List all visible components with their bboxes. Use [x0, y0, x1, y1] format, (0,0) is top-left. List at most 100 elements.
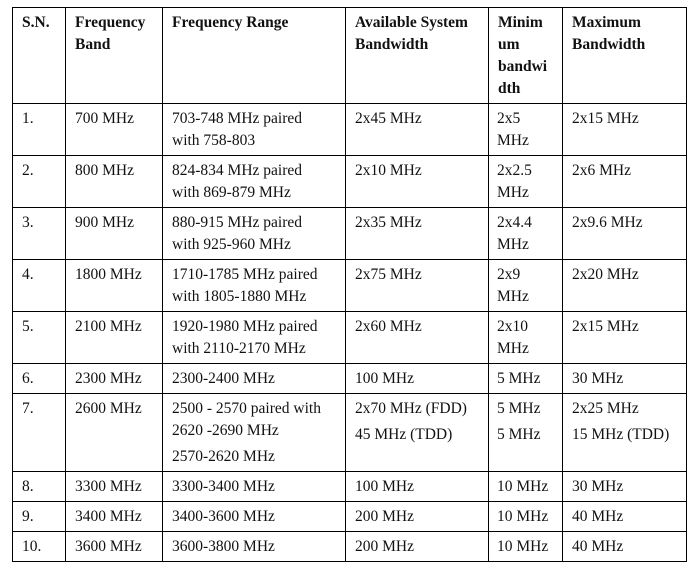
cell-range: 3400-3600 MHz — [162, 501, 346, 532]
cell-band: 2600 MHz — [65, 393, 163, 472]
cell-maximum: 2x25 MHz 15 MHz (TDD) — [562, 393, 687, 472]
header-available-line: Bandwidth — [355, 36, 429, 53]
cell-range: 2500 - 2570 paired with 2620 -2690 MHz 2… — [162, 393, 346, 472]
cell-range: 3300-3400 MHz — [162, 471, 346, 502]
table-row: 4. 1800 MHz 1710-1785 MHz paired with 18… — [12, 259, 687, 312]
cell-range-line: with 869-879 MHz — [172, 184, 291, 201]
cell-maximum: 2x20 MHz — [562, 259, 687, 312]
cell-band: 2300 MHz — [65, 363, 163, 394]
cell-range-line: 2500 - 2570 paired with — [172, 400, 321, 417]
cell-maximum: 40 MHz — [562, 501, 687, 532]
table-row: 5. 2100 MHz 1920-1980 MHz paired with 21… — [12, 311, 687, 364]
header-available-line: Available System — [355, 14, 468, 31]
header-minimum-line: bandwi — [498, 58, 548, 75]
cell-maximum: 30 MHz — [562, 363, 687, 394]
cell-sn: 7. — [12, 393, 66, 472]
cell-range-line: 824-834 MHz paired — [172, 162, 302, 179]
table-row: 9. 3400 MHz 3400-3600 MHz 200 MHz 10 MHz… — [12, 501, 687, 532]
header-band-line: Frequency — [75, 14, 146, 31]
cell-available-line: 2x70 MHz (FDD) — [355, 400, 467, 417]
cell-minimum-line: MHz — [497, 132, 529, 149]
table-row: 10. 3600 MHz 3600-3800 MHz 200 MHz 10 MH… — [12, 531, 687, 562]
cell-range: 824-834 MHz paired with 869-879 MHz — [162, 155, 346, 208]
header-minimum-line: Minim — [498, 14, 543, 31]
cell-minimum-line: 5 MHz — [497, 426, 541, 443]
header-available-bandwidth: Available System Bandwidth — [345, 7, 489, 104]
table-row: 1. 700 MHz 703-748 MHz paired with 758-8… — [12, 103, 687, 156]
cell-sn: 6. — [12, 363, 66, 394]
header-maximum-line: Maximum — [572, 14, 641, 31]
cell-minimum: 2x5 MHz — [488, 103, 563, 156]
table-row: 2. 800 MHz 824-834 MHz paired with 869-8… — [12, 155, 687, 208]
cell-sn: 5. — [12, 311, 66, 364]
cell-sn: 9. — [12, 501, 66, 532]
cell-available: 2x35 MHz — [345, 207, 489, 260]
table-row: 6. 2300 MHz 2300-2400 MHz 100 MHz 5 MHz … — [12, 363, 687, 394]
cell-band: 3600 MHz — [65, 531, 163, 562]
cell-available: 200 MHz — [345, 501, 489, 532]
cell-maximum: 2x6 MHz — [562, 155, 687, 208]
cell-minimum: 2x9 MHz — [488, 259, 563, 312]
header-minimum-line: dth — [498, 80, 521, 97]
cell-minimum-line: MHz — [497, 184, 529, 201]
cell-minimum-line: 5 MHz — [497, 400, 541, 417]
table-row: 7. 2600 MHz 2500 - 2570 paired with 2620… — [12, 393, 687, 472]
cell-band: 800 MHz — [65, 155, 163, 208]
cell-sn: 10. — [12, 531, 66, 562]
cell-range: 1710-1785 MHz paired with 1805-1880 MHz — [162, 259, 346, 312]
cell-range-line: 1710-1785 MHz paired — [172, 266, 318, 283]
header-range-text: Frequency Range — [172, 14, 289, 31]
cell-minimum: 5 MHz — [488, 363, 563, 394]
header-frequency-band: Frequency Band — [65, 7, 163, 104]
cell-range-line: with 2110-2170 MHz — [172, 340, 306, 357]
cell-minimum: 2x10 MHz — [488, 311, 563, 364]
cell-band: 3400 MHz — [65, 501, 163, 532]
cell-range-line: 1920-1980 MHz paired — [172, 318, 318, 335]
cell-maximum: 2x15 MHz — [562, 311, 687, 364]
cell-range: 3600-3800 MHz — [162, 531, 346, 562]
header-band-line: Band — [75, 36, 111, 53]
cell-sn: 1. — [12, 103, 66, 156]
header-maximum-line: Bandwidth — [572, 36, 646, 53]
table-row: 3. 900 MHz 880-915 MHz paired with 925-9… — [12, 207, 687, 260]
cell-available: 100 MHz — [345, 471, 489, 502]
cell-range-line: with 925-960 MHz — [172, 236, 291, 253]
cell-maximum-line: 2x25 MHz — [572, 400, 639, 417]
cell-available: 2x75 MHz — [345, 259, 489, 312]
cell-maximum-line: 15 MHz (TDD) — [572, 426, 670, 443]
cell-maximum: 2x9.6 MHz — [562, 207, 687, 260]
header-minimum-line: um — [498, 36, 520, 53]
cell-sn: 8. — [12, 471, 66, 502]
cell-sn: 3. — [12, 207, 66, 260]
cell-range: 1920-1980 MHz paired with 2110-2170 MHz — [162, 311, 346, 364]
cell-range: 2300-2400 MHz — [162, 363, 346, 394]
cell-minimum-line: MHz — [497, 288, 529, 305]
cell-available: 2x60 MHz — [345, 311, 489, 364]
cell-available: 200 MHz — [345, 531, 489, 562]
cell-range: 880-915 MHz paired with 925-960 MHz — [162, 207, 346, 260]
cell-band: 1800 MHz — [65, 259, 163, 312]
cell-sn: 4. — [12, 259, 66, 312]
cell-band: 700 MHz — [65, 103, 163, 156]
cell-minimum-line: MHz — [497, 340, 529, 357]
header-maximum-bandwidth: Maximum Bandwidth — [562, 7, 687, 104]
cell-range-line: 2570-2620 MHz — [172, 448, 275, 465]
header-minimum-bandwidth: Minim um bandwi dth — [488, 7, 563, 104]
cell-maximum: 2x15 MHz — [562, 103, 687, 156]
cell-minimum-line: 2x10 — [497, 318, 528, 335]
cell-maximum: 40 MHz — [562, 531, 687, 562]
cell-range-line: 703-748 MHz paired — [172, 110, 302, 127]
cell-minimum-line: 2x4.4 — [497, 214, 532, 231]
cell-minimum-line: 2x2.5 — [497, 162, 532, 179]
cell-range-line: 880-915 MHz paired — [172, 214, 302, 231]
cell-band: 3300 MHz — [65, 471, 163, 502]
cell-range: 703-748 MHz paired with 758-803 — [162, 103, 346, 156]
frequency-band-table: S.N. Frequency Band Frequency Range Avai… — [12, 7, 687, 562]
cell-minimum: 10 MHz — [488, 471, 563, 502]
cell-minimum: 5 MHz 5 MHz — [488, 393, 563, 472]
cell-available: 2x10 MHz — [345, 155, 489, 208]
cell-minimum-line: MHz — [497, 236, 529, 253]
cell-sn: 2. — [12, 155, 66, 208]
cell-range-line: with 758-803 — [172, 132, 256, 149]
cell-maximum: 30 MHz — [562, 471, 687, 502]
